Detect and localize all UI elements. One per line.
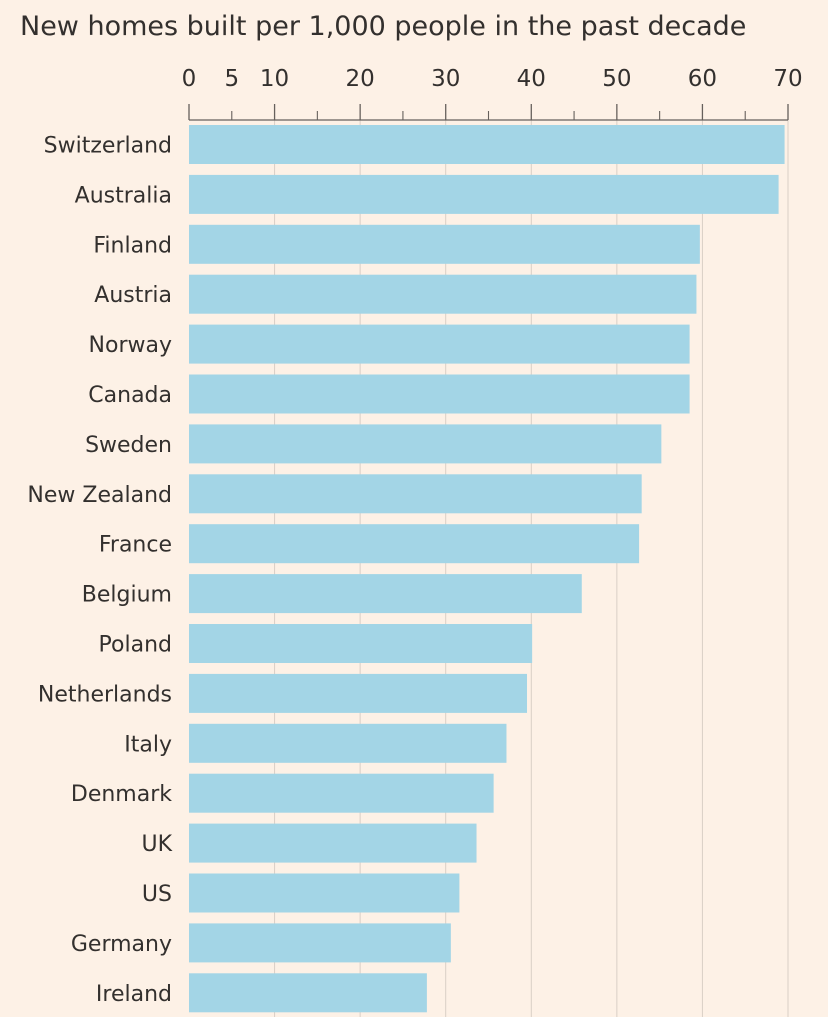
x-tick-label: 20 xyxy=(346,66,375,92)
bar-sweden xyxy=(189,424,662,464)
bar-new-zealand xyxy=(189,474,642,514)
x-tick-label: 60 xyxy=(688,66,717,92)
category-label: Austria xyxy=(94,283,172,308)
bar-belgium xyxy=(189,574,582,614)
x-tick-label: 40 xyxy=(517,66,546,92)
category-label: Canada xyxy=(88,383,172,408)
x-tick-label: 10 xyxy=(260,66,289,92)
category-label: Netherlands xyxy=(38,682,172,707)
category-label: Belgium xyxy=(82,583,172,608)
category-label: UK xyxy=(141,832,172,857)
bar-canada xyxy=(189,374,690,414)
gridlines xyxy=(274,120,789,1017)
x-tick-label: 50 xyxy=(602,66,631,92)
bar-poland xyxy=(189,624,533,663)
category-labels: Switzerland Australia Finland Austria Norway… xyxy=(27,134,172,1007)
category-label: US xyxy=(142,882,172,907)
bar-switzerland xyxy=(189,125,785,164)
x-axis: 0 5 10 20 30 40 50 60 70 xyxy=(182,66,803,121)
category-label: Norway xyxy=(89,333,172,358)
bar-austria xyxy=(189,274,697,314)
bar-denmark xyxy=(189,773,494,813)
bar-france xyxy=(189,524,640,564)
x-tick-label: 5 xyxy=(224,66,239,92)
bar-italy xyxy=(189,723,507,763)
bar-germany xyxy=(189,923,451,963)
bar-uk xyxy=(189,823,477,863)
category-label: Switzerland xyxy=(44,134,172,159)
category-label: Germany xyxy=(71,932,172,957)
category-label: Australia xyxy=(75,183,172,208)
category-label: Italy xyxy=(124,732,172,757)
category-label: Finland xyxy=(93,233,172,258)
bars xyxy=(189,125,785,1013)
x-tick-label: 70 xyxy=(773,66,802,92)
bar-ireland xyxy=(189,973,427,1013)
x-tick-label: 30 xyxy=(431,66,460,92)
category-label: Poland xyxy=(99,633,172,658)
bar-finland xyxy=(189,224,700,264)
x-tick-label: 0 xyxy=(182,66,197,92)
chart-title: New homes built per 1,000 people in the … xyxy=(20,11,746,42)
bar-norway xyxy=(189,324,690,364)
category-label: Sweden xyxy=(85,433,172,458)
category-label: New Zealand xyxy=(27,483,172,508)
category-label: Ireland xyxy=(96,982,172,1007)
category-label: France xyxy=(99,533,172,558)
category-label: Denmark xyxy=(71,782,172,807)
bar-netherlands xyxy=(189,673,528,713)
bar-us xyxy=(189,873,460,913)
bar-australia xyxy=(189,174,779,214)
